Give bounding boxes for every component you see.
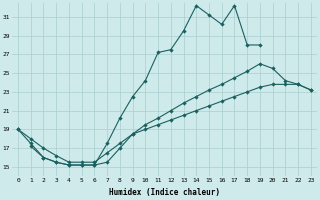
X-axis label: Humidex (Indice chaleur): Humidex (Indice chaleur) [109,188,220,197]
